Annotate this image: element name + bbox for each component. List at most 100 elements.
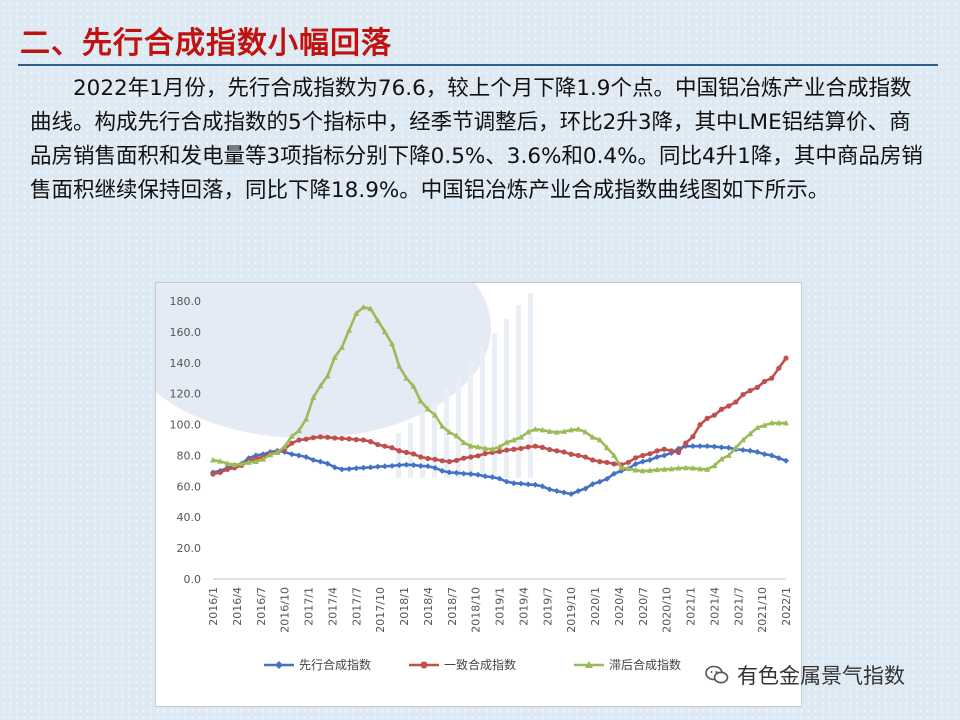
data-point <box>360 437 367 443</box>
data-point <box>754 449 761 456</box>
data-point <box>403 375 410 381</box>
data-point <box>224 466 230 473</box>
data-point <box>510 436 517 443</box>
data-point <box>668 465 675 472</box>
legend-label: 一致合成指数 <box>444 657 516 672</box>
data-point <box>303 454 310 461</box>
data-point <box>754 384 760 390</box>
data-point <box>503 478 510 485</box>
data-point <box>338 344 345 350</box>
data-point <box>461 455 467 461</box>
data-point <box>725 452 732 458</box>
x-tick-label: 2016/1 <box>207 587 220 626</box>
data-point <box>410 451 417 457</box>
data-point <box>403 461 410 468</box>
data-point <box>410 383 417 389</box>
y-tick-label: 0.0 <box>184 573 202 586</box>
data-point <box>424 463 431 470</box>
data-point <box>726 403 732 409</box>
data-point <box>604 459 610 466</box>
data-point <box>568 451 574 457</box>
y-axis: 0.0 20.0 40.0 60.0 80.0 100.0 120.0 140.0 160.0 1… <box>170 295 202 586</box>
data-point <box>611 461 617 467</box>
data-point <box>654 448 660 454</box>
data-point <box>532 425 539 432</box>
data-point <box>575 487 582 494</box>
data-point <box>475 453 481 459</box>
x-axis: 2016/1 2016/4 2016/7 2016/10 2017/1 2017/4 201… <box>207 578 793 633</box>
data-point <box>697 422 703 428</box>
data-point <box>417 397 424 404</box>
y-tick-label: 80.0 <box>177 449 202 462</box>
data-point <box>288 451 295 458</box>
data-point <box>317 382 324 389</box>
data-point <box>317 434 324 440</box>
x-tick-label: 2019/4 <box>517 587 530 626</box>
data-point <box>547 447 553 453</box>
x-tick-label: 2016/7 <box>255 587 268 626</box>
data-point <box>689 465 696 471</box>
data-point <box>625 465 632 472</box>
data-point <box>560 428 567 434</box>
data-point <box>267 451 274 458</box>
data-point <box>632 461 639 468</box>
data-point <box>346 436 352 442</box>
data-point <box>295 452 302 459</box>
data-point <box>725 444 732 451</box>
data-point <box>532 481 539 488</box>
y-tick-label: 20.0 <box>177 542 202 555</box>
data-point <box>510 480 517 487</box>
data-point <box>331 354 338 360</box>
data-point <box>689 443 696 450</box>
data-point <box>296 437 302 443</box>
data-point <box>396 462 403 469</box>
data-point <box>661 446 667 452</box>
x-tick-label: 2018/4 <box>422 587 435 626</box>
data-point <box>453 469 460 476</box>
data-point <box>747 447 754 454</box>
data-point <box>632 455 639 461</box>
x-tick-label: 2019/1 <box>494 587 507 626</box>
data-point <box>381 328 388 335</box>
x-tick-label: 2021/10 <box>756 587 769 633</box>
data-point <box>446 459 452 465</box>
data-point <box>640 452 646 459</box>
data-point <box>446 429 453 435</box>
data-point <box>324 460 331 467</box>
data-point <box>289 440 295 446</box>
data-point <box>467 470 474 477</box>
data-point <box>432 456 438 462</box>
data-point <box>453 457 460 464</box>
data-point <box>439 423 446 429</box>
data-point <box>704 443 711 450</box>
data-point <box>733 399 739 405</box>
x-tick-label: 2020/1 <box>589 587 602 626</box>
data-point <box>460 439 467 445</box>
data-point <box>775 455 782 462</box>
data-point <box>446 469 453 476</box>
data-point <box>704 466 711 472</box>
data-point <box>374 317 381 323</box>
data-point <box>761 451 768 458</box>
data-point <box>425 455 431 462</box>
data-point <box>532 443 538 449</box>
data-point <box>489 446 496 452</box>
data-point <box>260 456 267 462</box>
data-point <box>217 469 223 475</box>
data-point <box>317 458 324 465</box>
data-point <box>783 419 789 426</box>
data-point <box>245 459 252 465</box>
data-point <box>303 415 310 422</box>
data-point <box>310 457 317 464</box>
data-point <box>718 406 725 412</box>
x-tick-label: 2020/7 <box>637 587 650 626</box>
logo-watermark <box>156 283 533 478</box>
legend-marker <box>420 661 428 669</box>
data-point <box>783 355 789 361</box>
data-point <box>525 481 532 488</box>
data-point <box>661 466 668 472</box>
data-point <box>325 434 331 440</box>
data-point <box>561 449 567 455</box>
data-point <box>468 454 474 460</box>
data-point <box>711 443 718 450</box>
